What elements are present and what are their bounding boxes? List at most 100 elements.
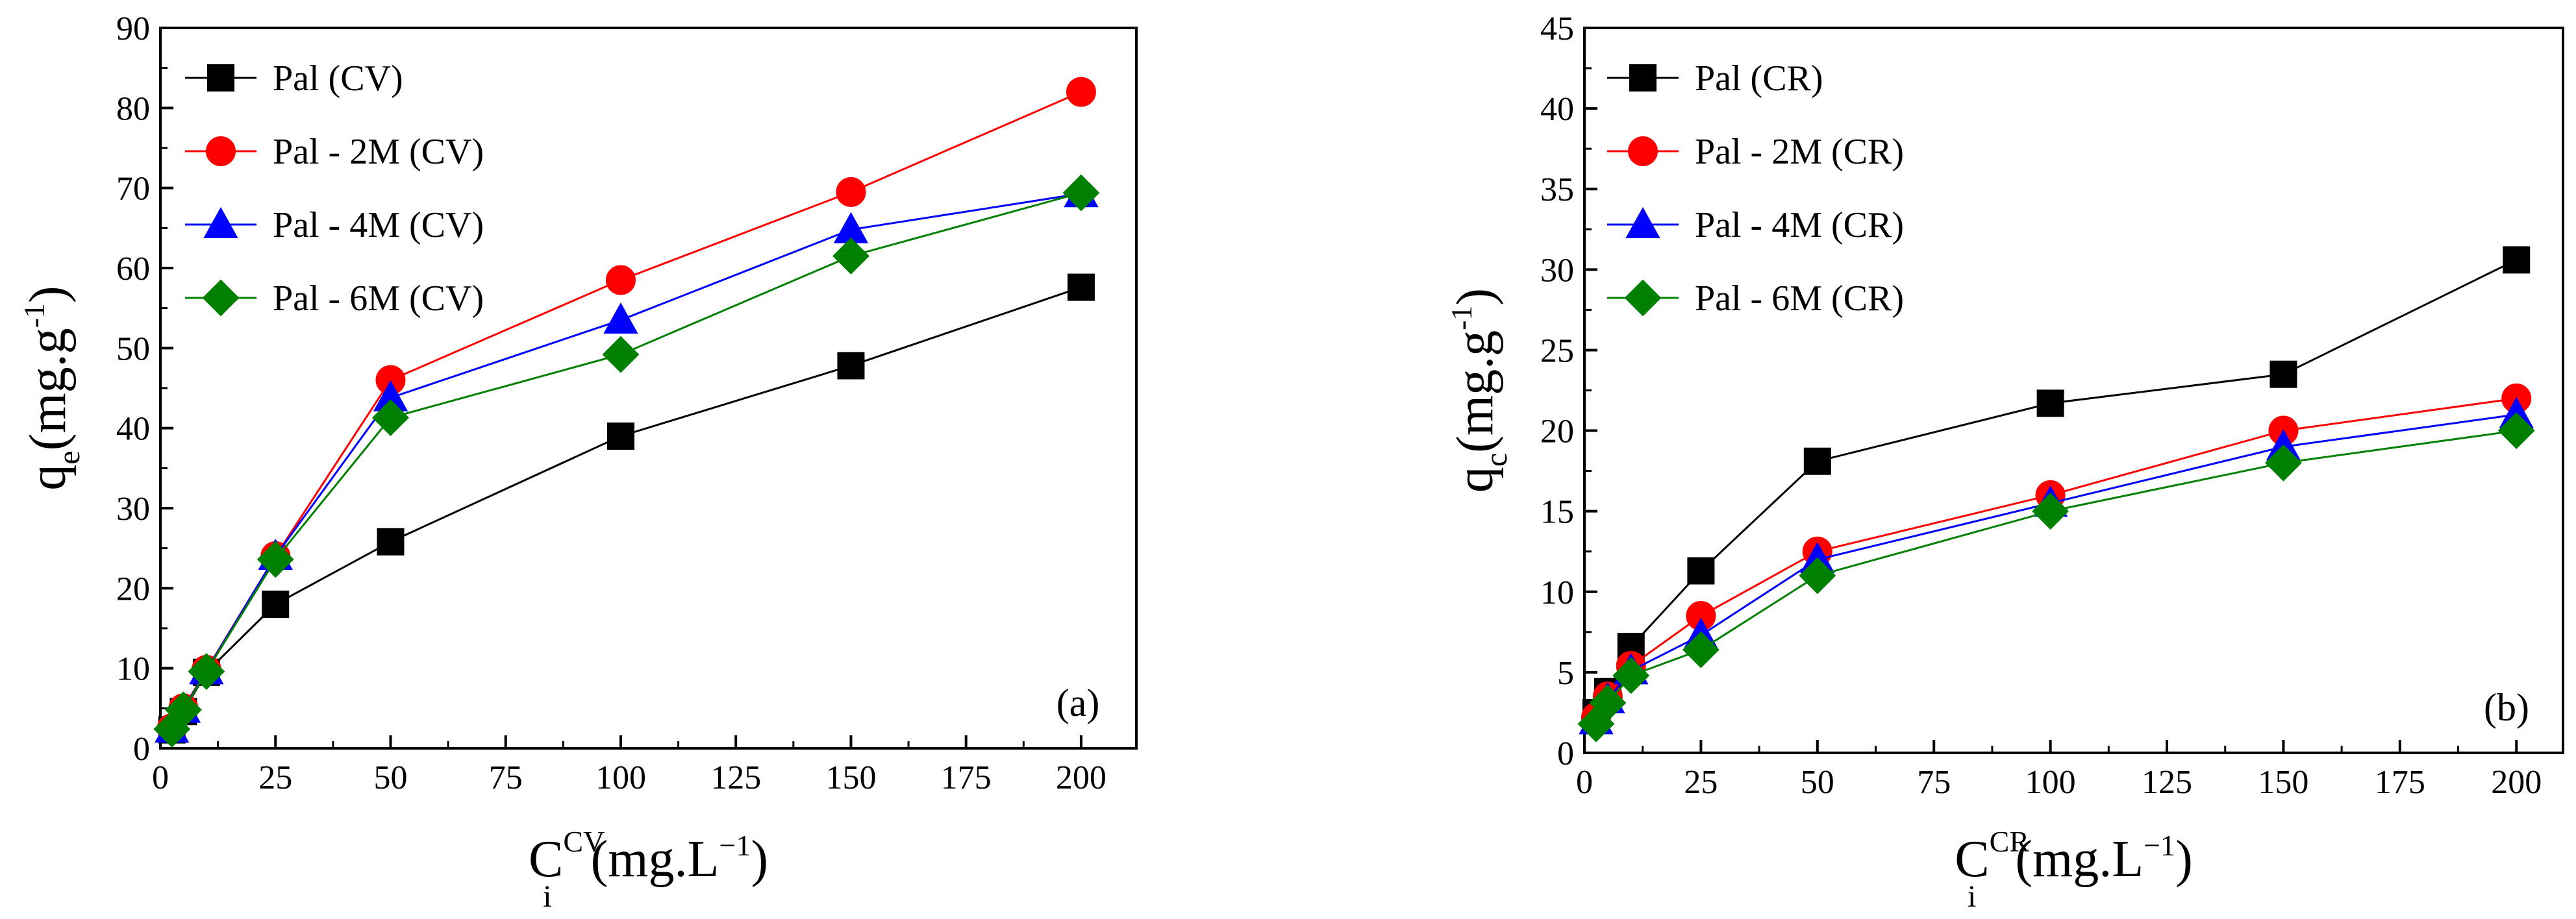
legend-label: Pal - 4M (CR) [1695, 205, 1904, 245]
x-axis-label: CCV i (mg.L−1) [529, 825, 768, 914]
y-tick-label: 80 [116, 90, 150, 127]
x-tick-label: 0 [152, 759, 169, 796]
y-axis-label-unit: (mg.g [1447, 330, 1504, 453]
legend-marker [203, 206, 238, 238]
legend-marker [202, 279, 240, 317]
x-axis-label-unit-exp: −1 [719, 829, 751, 862]
y-tick-label: 10 [1540, 574, 1574, 611]
legend-marker [206, 136, 236, 166]
x-axis-label-base: C [529, 831, 563, 888]
data-point [262, 591, 290, 618]
y-axis-label: qc(mg.g-1) [1445, 288, 1514, 493]
x-axis-label-sup: CR [1990, 825, 2030, 858]
legend-marker [207, 64, 234, 92]
legend-label: Pal - 4M (CV) [273, 205, 484, 245]
legend-marker [1625, 206, 1660, 238]
data-point [603, 302, 638, 334]
data-point [1803, 447, 1831, 475]
y-axis-label-base: q [19, 465, 77, 491]
y-tick-label: 60 [116, 251, 150, 288]
data-point [606, 423, 634, 450]
y-tick-label: 45 [1540, 10, 1574, 47]
x-tick-label: 25 [1684, 764, 1718, 801]
x-tick-label: 175 [941, 759, 992, 796]
legend-label: Pal - 2M (CV) [273, 132, 484, 172]
y-tick-label: 30 [116, 491, 150, 528]
y-axis-label-unit-exp: -1 [18, 303, 51, 328]
x-tick-label: 125 [710, 759, 761, 796]
data-point [602, 336, 640, 373]
data-point [2036, 389, 2064, 417]
x-axis-label-sub: i [543, 879, 551, 914]
y-axis-label-unit: (mg.g [19, 328, 77, 450]
data-point [256, 541, 294, 578]
legend-marker [1629, 64, 1657, 92]
x-axis-label-unit: (mg.L [2015, 831, 2144, 888]
chart-panel-a: 0 25 50 75 100 125 150 175 200 0 10 20 30 40 50 60 70 80 9… [18, 10, 1138, 914]
y-tick-label: 35 [1540, 171, 1574, 208]
panel-label: (a) [1057, 681, 1100, 724]
data-point [1589, 684, 1627, 722]
series-line [1595, 413, 2517, 722]
data-point [2270, 360, 2297, 388]
y-axis-label-unit-exp: -1 [1445, 306, 1478, 330]
y-axis-label-sub: c [1479, 453, 1514, 467]
y-tick-label: 20 [1540, 413, 1574, 450]
x-tick-label: 150 [2258, 764, 2308, 801]
x-tick-label: 125 [2142, 764, 2192, 801]
legend-marker [1628, 136, 1658, 166]
data-point [837, 352, 865, 380]
y-tick-label: 10 [116, 651, 150, 688]
x-tick-label: 200 [1056, 759, 1107, 796]
chart-panel-b: 0 25 50 75 100 125 150 175 200 0 5 10 15 20 25 30 35 40 45… [1445, 10, 2564, 914]
data-point [188, 653, 225, 691]
legend-label: Pal (CR) [1695, 58, 1823, 99]
data-point [1067, 273, 1095, 301]
y-axis-label-sub: e [52, 450, 86, 464]
data-point [1066, 77, 1096, 107]
x-axis-label-base: C [1955, 831, 1989, 888]
x-tick-label: 200 [2491, 764, 2542, 801]
legend-label: Pal - 6M (CR) [1695, 278, 1904, 319]
y-tick-label: 15 [1540, 494, 1574, 531]
y-axis-label-unit-close: ) [1447, 288, 1504, 306]
legend: Pal (CV) Pal - 2M (CV) Pal - 4M (CV) Pal - … [185, 58, 484, 319]
x-tick-label: 75 [1917, 764, 1951, 801]
y-tick-label: 70 [116, 171, 150, 208]
y-tick-label: 40 [116, 411, 150, 448]
data-point [605, 265, 636, 295]
data-point [165, 691, 202, 729]
y-tick-label: 20 [116, 570, 150, 607]
series-line [1595, 430, 2517, 725]
data-point [832, 238, 869, 275]
y-tick-label: 5 [1557, 655, 1574, 692]
x-axis-label-unit-close: ) [2175, 831, 2193, 888]
x-tick-label: 50 [373, 759, 407, 796]
x-tick-label: 150 [825, 759, 876, 796]
y-tick-label: 0 [1557, 735, 1574, 772]
panel-label: (b) [2484, 686, 2529, 729]
series-line [1595, 397, 2517, 718]
legend: Pal (CR) Pal - 2M (CR) Pal - 4M (CR) Pal - … [1607, 58, 1904, 319]
data-point [2265, 444, 2302, 482]
x-tick-label: 100 [595, 759, 646, 796]
data-point [1799, 557, 1836, 594]
legend-marker [1624, 279, 1662, 317]
series-line [171, 91, 1082, 729]
x-tick-label: 100 [2025, 764, 2076, 801]
data-point [1612, 657, 1650, 694]
x-axis-label-sub: i [1968, 879, 1976, 914]
y-tick-label: 0 [133, 731, 150, 768]
y-axis-label-base: q [1447, 467, 1504, 493]
x-tick-label: 50 [1801, 764, 1834, 801]
legend-label: Pal - 2M (CR) [1695, 132, 1904, 172]
x-tick-label: 25 [258, 759, 292, 796]
x-axis-label: CCR i (mg.L−1) [1955, 825, 2192, 914]
data-point [377, 528, 405, 556]
x-tick-label: 0 [1576, 764, 1593, 801]
x-axis-label-unit-exp: −1 [2144, 829, 2175, 862]
x-axis-label-unit: (mg.L [591, 831, 719, 888]
y-tick-label: 30 [1540, 252, 1574, 289]
y-axis-label-unit-close: ) [19, 286, 77, 303]
